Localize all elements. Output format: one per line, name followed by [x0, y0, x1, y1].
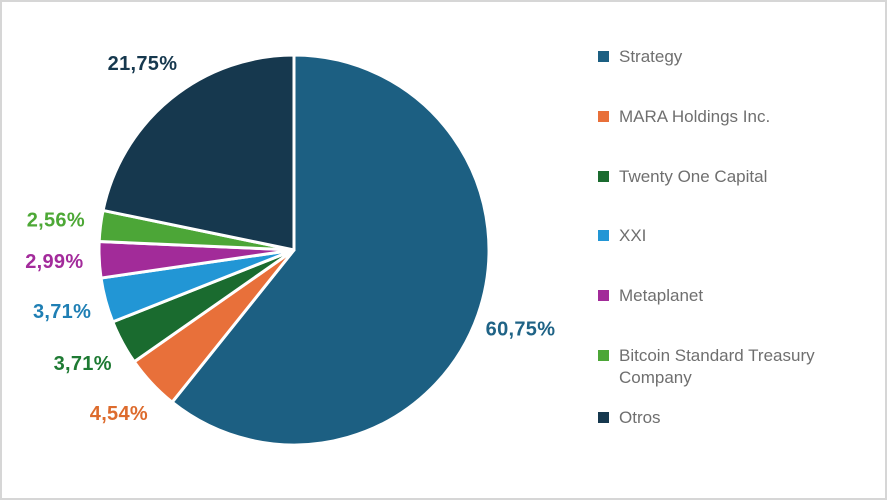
pie-slice-strategy[interactable] — [170, 53, 491, 447]
legend-swatch-icon — [598, 110, 609, 122]
legend-label: Strategy — [619, 47, 683, 66]
legend-swatch-icon — [598, 290, 609, 301]
slice-value-label-bitcoin-standard-treasury-company: 2,56% — [27, 209, 85, 231]
legend-swatch-icon — [598, 412, 609, 424]
legend-item-metaplanet[interactable]: Metaplanet — [598, 285, 874, 307]
legend-item-strategy[interactable]: Strategy — [598, 46, 874, 68]
legend-label: Otros — [619, 408, 661, 428]
legend-swatch-icon — [598, 349, 609, 361]
slice-value-label-metaplanet: 2,99% — [25, 251, 83, 273]
legend-item-xxi[interactable]: XXI — [598, 225, 874, 247]
slice-value-label-otros: 21,75% — [108, 53, 178, 75]
legend-item-otros[interactable]: Otros — [598, 407, 874, 429]
legend-label: XXI — [619, 226, 647, 246]
legend-label: MARA Holdings Inc. — [619, 106, 771, 126]
legend-swatch-icon — [598, 51, 609, 62]
slice-value-label-twenty-one-capital: 3,71% — [54, 353, 112, 375]
legend-swatch-icon — [598, 230, 609, 242]
slice-value-label-xxi: 3,71% — [33, 301, 91, 323]
legend-label: Twenty One Capital — [619, 166, 768, 186]
slice-value-label-mara-holdings-inc: 4,54% — [90, 403, 148, 425]
legend-label: Metaplanet — [619, 286, 704, 305]
legend-item-twenty-one-capital[interactable]: Twenty One Capital — [598, 166, 874, 188]
legend: Strategy MARA Holdings Inc. Twenty One Cap… — [598, 46, 874, 429]
slice-value-label-strategy: 60,75% — [486, 319, 556, 341]
pie-slice-otros[interactable] — [101, 53, 296, 252]
legend-item-bitcoin-standard-treasury-company[interactable]: Bitcoin Standard Treasury Company — [598, 345, 874, 389]
legend-item-mara-holdings-inc[interactable]: MARA Holdings Inc. — [598, 106, 874, 128]
legend-label: Bitcoin Standard Treasury Company — [619, 345, 815, 387]
legend-swatch-icon — [598, 170, 609, 182]
